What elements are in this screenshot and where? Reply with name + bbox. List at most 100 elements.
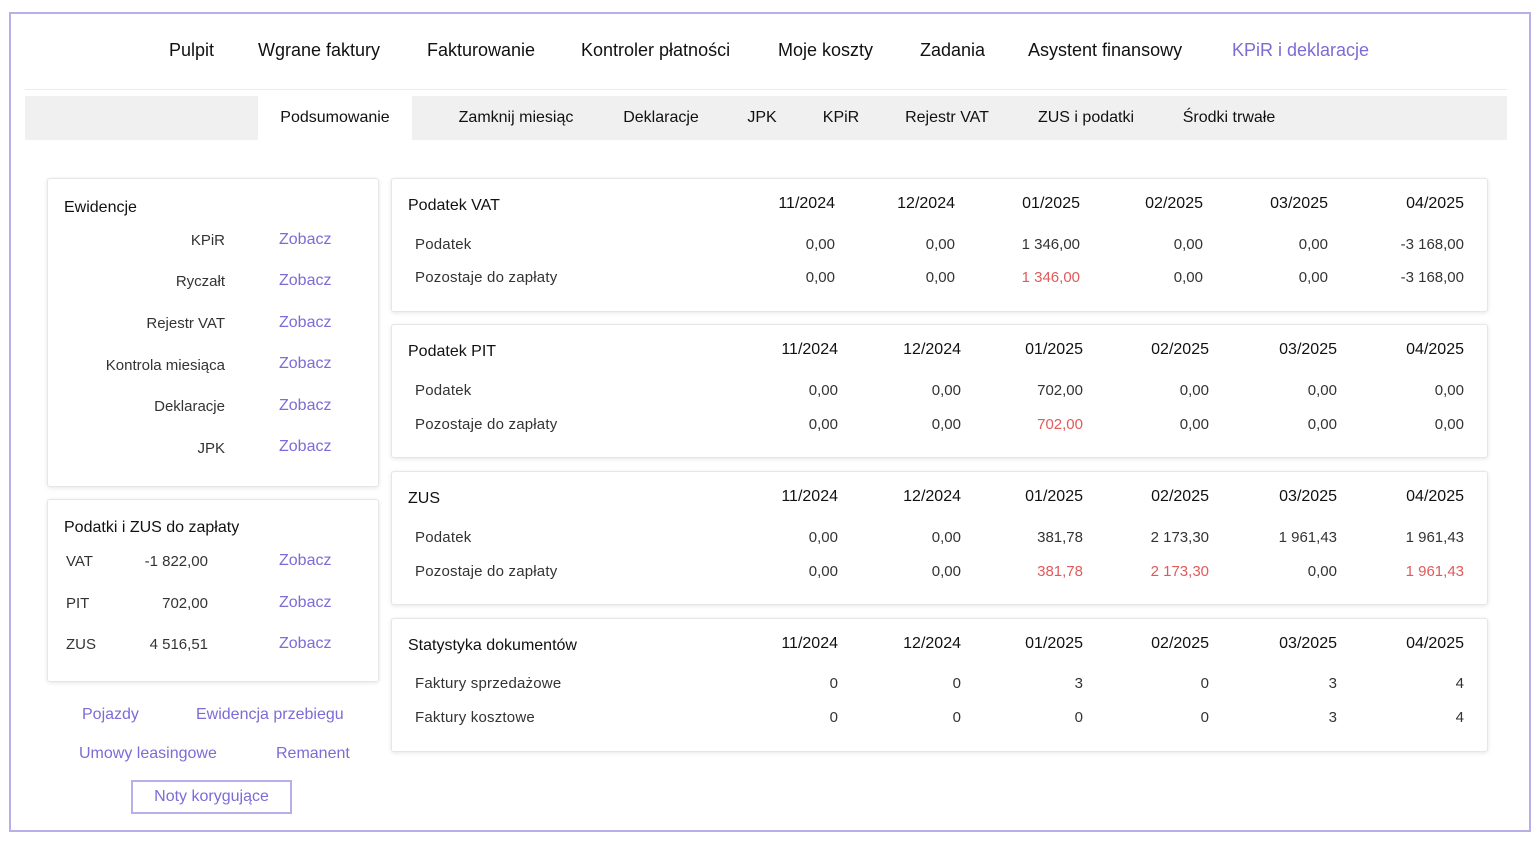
pit-table-card: Podatek PIT 11/2024 12/2024 01/2025 02/2… xyxy=(391,324,1488,458)
ewidencja-przebiegu-link[interactable]: Ewidencja przebiegu xyxy=(196,706,344,723)
main-navigation: Pulpit Wgrane faktury Fakturowanie Kontr… xyxy=(25,14,1507,90)
umowy-leasingowe-link[interactable]: Umowy leasingowe xyxy=(79,745,217,762)
nav-moje-koszty[interactable]: Moje koszty xyxy=(778,40,874,60)
zus-row-label: Podatek xyxy=(415,529,472,546)
nav-pulpit[interactable]: Pulpit xyxy=(169,40,215,60)
stats-cell: 3 xyxy=(1328,709,1337,726)
payments-card: Podatki i ZUS do zapłaty VAT -1 822,00 Z… xyxy=(47,499,379,682)
payment-label-vat: VAT xyxy=(66,553,93,570)
pit-cell: 0,00 xyxy=(808,416,838,433)
stats-month-header: 04/2025 xyxy=(1406,635,1464,652)
zus-cell: 381,78 xyxy=(1037,529,1083,546)
zobacz-kpir-link[interactable]: Zobacz xyxy=(279,231,332,248)
pit-month-header: 03/2025 xyxy=(1279,341,1337,358)
pit-cell: 702,00 xyxy=(1037,416,1083,433)
pit-row-label: Pozostaje do zapłaty xyxy=(415,416,558,433)
ewidencja-label-rejestr-vat: Rejestr VAT xyxy=(146,315,225,332)
nav-wgrane-faktury[interactable]: Wgrane faktury xyxy=(258,40,381,60)
vat-cell: 0,00 xyxy=(1298,269,1328,286)
pit-cell: 0,00 xyxy=(931,416,961,433)
vat-month-header: 11/2024 xyxy=(778,195,835,212)
vat-cell: 0,00 xyxy=(805,269,835,286)
pit-month-header: 04/2025 xyxy=(1406,341,1464,358)
nav-asystent-finansowy[interactable]: Asystent finansowy xyxy=(1028,40,1183,60)
pojazdy-link[interactable]: Pojazdy xyxy=(82,706,139,723)
stats-table-card: Statystyka dokumentów 11/2024 12/2024 01… xyxy=(391,618,1488,752)
nav-kontroler-platnosci[interactable]: Kontroler płatności xyxy=(581,40,731,60)
tab-rejestr-vat[interactable]: Rejestr VAT xyxy=(905,109,989,126)
tab-podsumowanie[interactable]: Podsumowanie xyxy=(258,96,412,140)
pit-table-title: Podatek PIT xyxy=(408,343,497,360)
pit-cell: 0,00 xyxy=(1434,382,1464,399)
stats-cell: 0 xyxy=(829,709,838,726)
tab-kpir[interactable]: KPiR xyxy=(822,109,860,126)
pit-cell: 0,00 xyxy=(1179,382,1209,399)
payment-label-zus: ZUS xyxy=(66,636,96,653)
pit-cell: 0,00 xyxy=(1307,382,1337,399)
vat-month-header: 12/2024 xyxy=(897,195,955,212)
tab-deklaracje[interactable]: Deklaracje xyxy=(623,109,699,126)
zobacz-kontrola-miesiaca-link[interactable]: Zobacz xyxy=(279,355,332,372)
zus-month-header: 12/2024 xyxy=(903,488,961,505)
stats-month-header: 11/2024 xyxy=(781,635,838,652)
vat-cell: 0,00 xyxy=(925,236,955,253)
zobacz-deklaracje-link[interactable]: Zobacz xyxy=(279,397,332,414)
nav-kpir-i-deklaracje[interactable]: KPiR i deklaracje xyxy=(1232,40,1370,60)
stats-cell: 0 xyxy=(1200,675,1209,692)
zobacz-vat-payment-link[interactable]: Zobacz xyxy=(279,552,332,569)
tab-zus-i-podatki[interactable]: ZUS i podatki xyxy=(1037,109,1135,126)
zobacz-jpk-link[interactable]: Zobacz xyxy=(279,438,332,455)
ewidencja-label-kontrola-miesiaca: Kontrola miesiąca xyxy=(105,357,225,374)
vat-cell: -3 168,00 xyxy=(1400,236,1464,253)
ewidencja-label-kpir: KPiR xyxy=(190,232,225,249)
remanent-link[interactable]: Remanent xyxy=(276,745,350,762)
stats-month-header: 01/2025 xyxy=(1025,635,1083,652)
stats-cell: 0 xyxy=(829,675,838,692)
zus-cell: 1 961,43 xyxy=(1405,563,1464,580)
pit-cell: 0,00 xyxy=(931,382,961,399)
zus-month-header: 01/2025 xyxy=(1025,488,1083,505)
vat-cell: 0,00 xyxy=(805,236,835,253)
noty-korygujace-button[interactable]: Noty korygujące xyxy=(131,780,292,814)
sub-navigation: Podsumowanie Zamknij miesiąc Deklaracje … xyxy=(25,96,1507,140)
payments-title: Podatki i ZUS do zapłaty xyxy=(64,519,240,536)
payment-label-pit: PIT xyxy=(66,595,90,612)
vat-cell: 0,00 xyxy=(925,269,955,286)
nav-zadania[interactable]: Zadania xyxy=(920,40,986,60)
zobacz-pit-payment-link[interactable]: Zobacz xyxy=(279,594,332,611)
pit-cell: 0,00 xyxy=(808,382,838,399)
vat-month-header: 04/2025 xyxy=(1406,195,1464,212)
payment-value-zus: 4 516,51 xyxy=(149,636,208,653)
ewidencja-label-ryczalt: Ryczałt xyxy=(175,273,225,290)
zus-month-header: 03/2025 xyxy=(1279,488,1337,505)
zobacz-ryczalt-link[interactable]: Zobacz xyxy=(279,272,332,289)
zus-cell: 0,00 xyxy=(931,529,961,546)
vat-row-label: Podatek xyxy=(415,236,472,253)
vat-table-card: Podatek VAT 11/2024 12/2024 01/2025 02/2… xyxy=(391,178,1488,312)
pit-cell: 702,00 xyxy=(1037,382,1083,399)
vat-month-header: 01/2025 xyxy=(1022,195,1080,212)
stats-cell: 3 xyxy=(1074,675,1083,692)
tab-srodki-trwale[interactable]: Środki trwałe xyxy=(1182,109,1276,126)
vat-cell: 0,00 xyxy=(1298,236,1328,253)
zobacz-rejestr-vat-link[interactable]: Zobacz xyxy=(279,314,332,331)
tab-zamknij-miesiac[interactable]: Zamknij miesiąc xyxy=(458,109,574,126)
tab-jpk[interactable]: JPK xyxy=(747,109,777,126)
vat-month-header: 02/2025 xyxy=(1145,195,1203,212)
vat-cell: 0,00 xyxy=(1173,236,1203,253)
stats-cell: 4 xyxy=(1455,709,1464,726)
stats-cell: 3 xyxy=(1328,675,1337,692)
pit-month-header: 12/2024 xyxy=(903,341,961,358)
zobacz-zus-payment-link[interactable]: Zobacz xyxy=(279,635,332,652)
nav-fakturowanie[interactable]: Fakturowanie xyxy=(427,40,536,60)
ewidencja-label-jpk: JPK xyxy=(197,440,225,457)
stats-row-label: Faktury kosztowe xyxy=(415,709,535,726)
pit-row-label: Podatek xyxy=(415,382,472,399)
vat-table-title: Podatek VAT xyxy=(408,197,500,214)
pit-cell: 0,00 xyxy=(1179,416,1209,433)
zus-cell: 2 173,30 xyxy=(1150,563,1209,580)
zus-cell: 2 173,30 xyxy=(1150,529,1209,546)
stats-row-label: Faktury sprzedażowe xyxy=(415,675,562,692)
pit-cell: 0,00 xyxy=(1434,416,1464,433)
stats-cell: 0 xyxy=(952,675,961,692)
